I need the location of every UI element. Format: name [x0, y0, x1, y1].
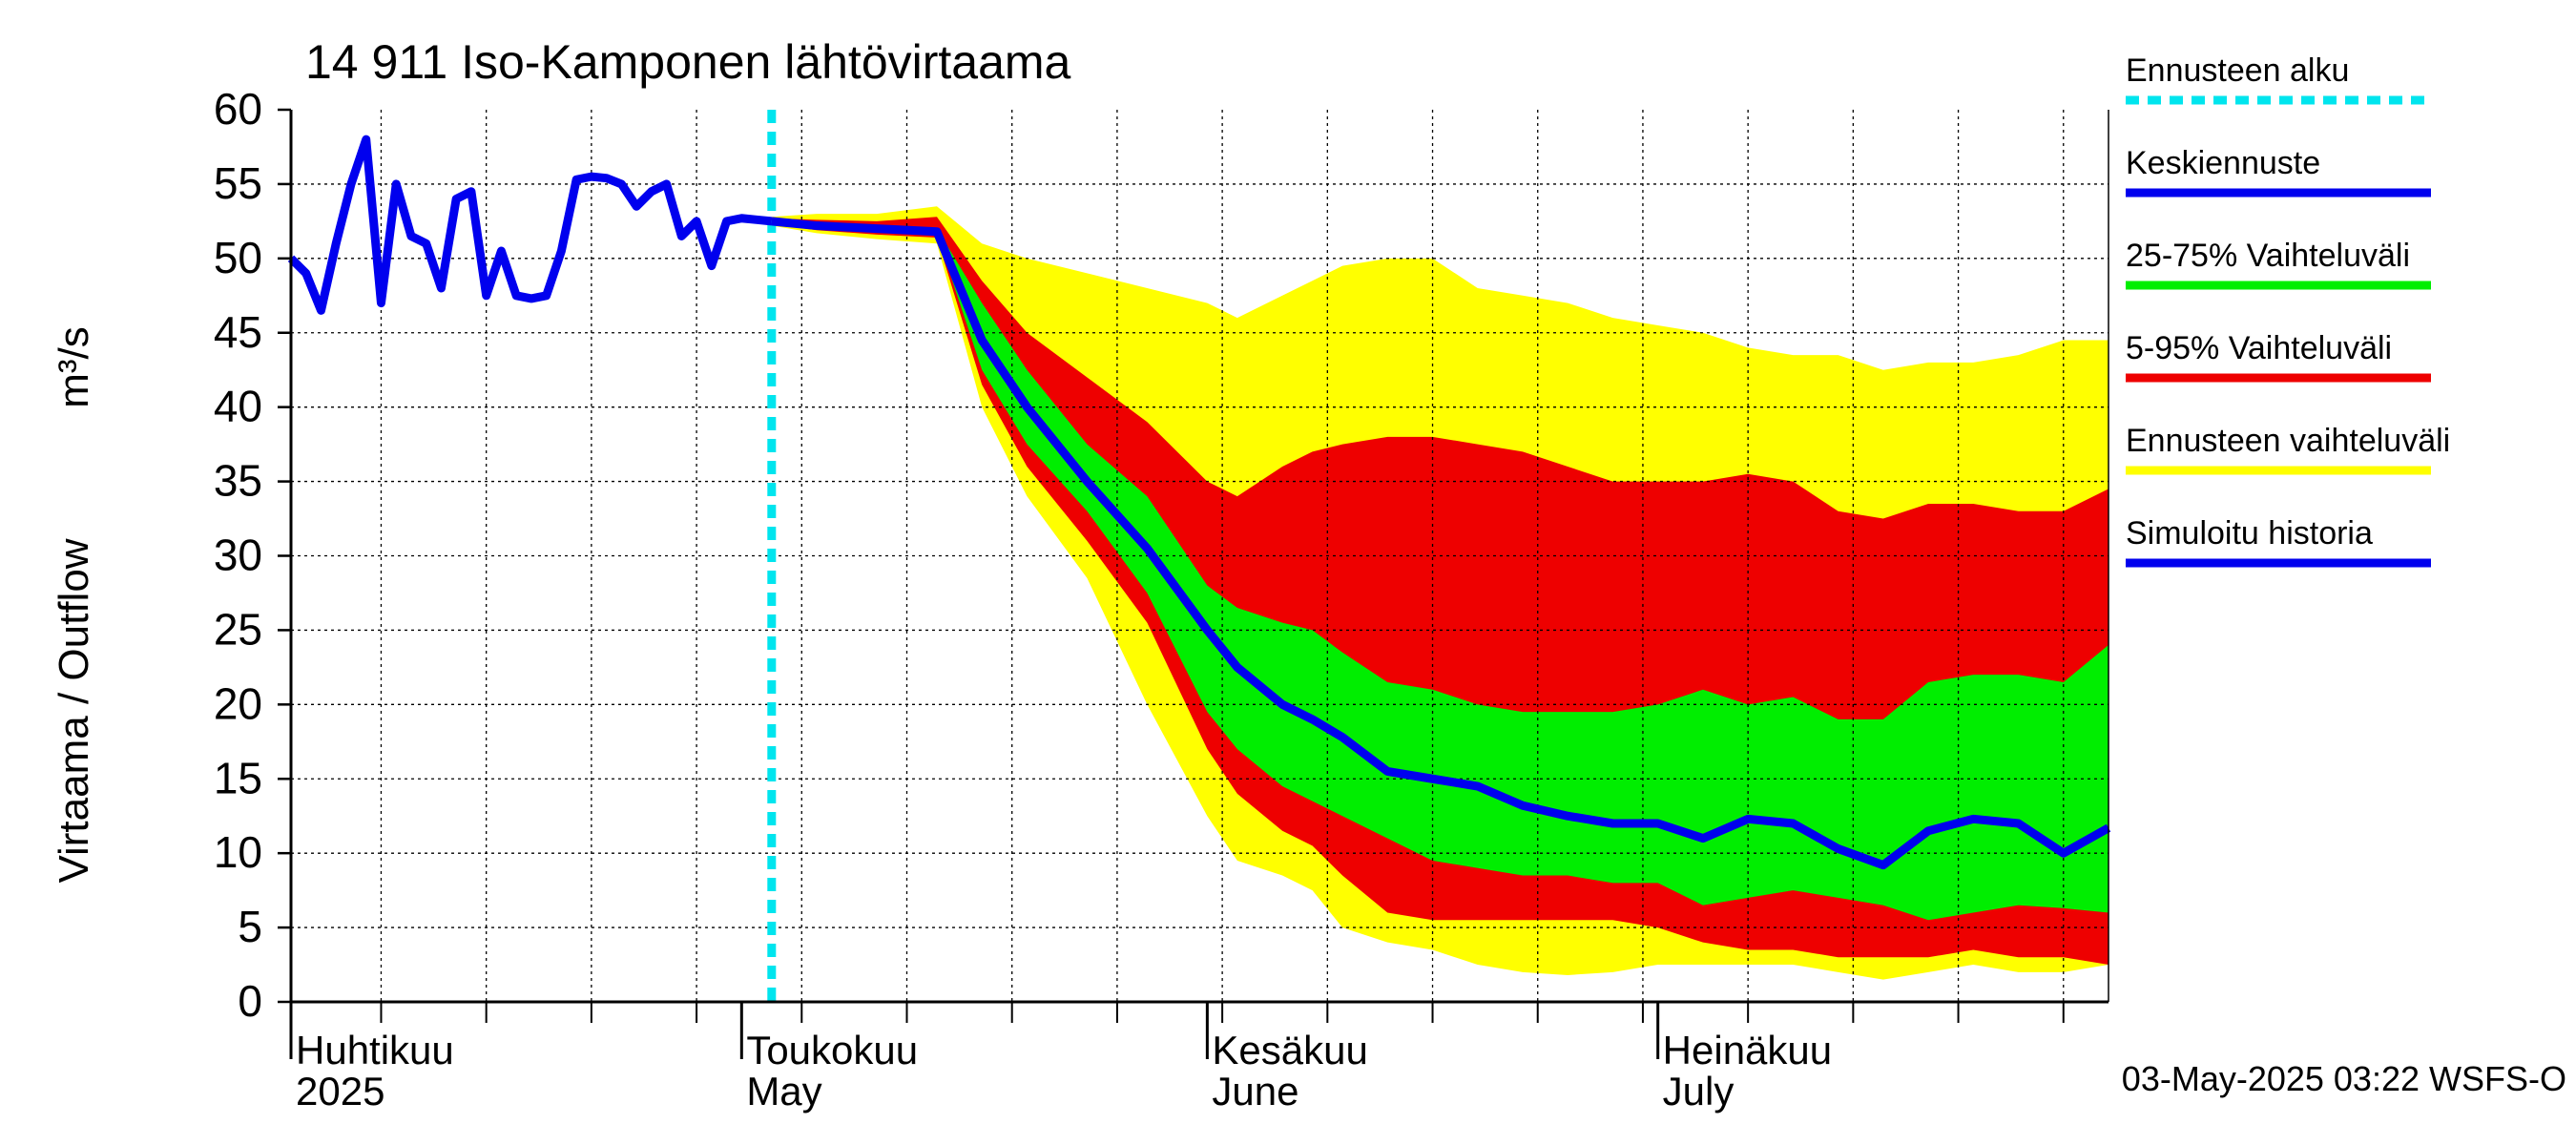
y-tick-label: 40 — [214, 382, 262, 431]
x-month-label: Heinäkuu — [1663, 1028, 1832, 1072]
legend-label: Keskiennuste — [2126, 145, 2320, 181]
y-tick-label: 45 — [214, 307, 262, 357]
y-tick-label: 30 — [214, 531, 262, 580]
y-tick-label: 25 — [214, 604, 262, 654]
y-tick-label: 5 — [238, 902, 262, 951]
x-month-label-en: July — [1663, 1069, 1735, 1114]
legend: Ennusteen alku Keskiennuste 25-75% Vaihtel… — [2126, 52, 2450, 568]
legend-label: Simuloitu historia — [2126, 515, 2373, 552]
footer-timestamp: 03-May-2025 03:22 WSFS-O — [2122, 1059, 2566, 1098]
band-25-75 — [771, 219, 2109, 921]
y-axis-label: Virtaama / Outflow — [51, 538, 97, 883]
y-tick-label: 10 — [214, 827, 262, 877]
y-tick-label: 60 — [214, 84, 262, 134]
forecast-bands — [771, 206, 2109, 980]
history-line — [287, 135, 773, 315]
x-month-label-en: 2025 — [296, 1069, 384, 1114]
mean-forecast-line — [771, 217, 2111, 870]
y-axis-unit: m³/s — [51, 326, 97, 408]
y-tick-label: 20 — [214, 678, 262, 728]
y-tick-label: 55 — [214, 158, 262, 208]
y-tick-label: 15 — [214, 753, 262, 802]
chart-title: 14 911 Iso-Kamponen lähtövirtaama — [305, 35, 1071, 89]
legend-label: 5-95% Vaihteluväli — [2126, 330, 2392, 366]
legend-label: Ennusteen alku — [2126, 52, 2349, 89]
legend-label: 25-75% Vaihteluväli — [2126, 238, 2410, 274]
y-tick-label: 0 — [238, 976, 262, 1026]
legend-label: Ennusteen vaihteluväli — [2126, 423, 2450, 459]
x-month-label: Huhtikuu — [296, 1028, 454, 1072]
y-tick-label: 50 — [214, 233, 262, 282]
x-month-label: Kesäkuu — [1212, 1028, 1367, 1072]
x-month-label-en: May — [746, 1069, 821, 1114]
x-month-label: Toukokuu — [746, 1028, 918, 1072]
data-lines — [287, 110, 2111, 1002]
x-month-label-en: June — [1212, 1069, 1298, 1114]
axes: 051015202530354045505560Huhtikuu2025Touk… — [214, 84, 2109, 1114]
y-tick-label: 35 — [214, 456, 262, 506]
